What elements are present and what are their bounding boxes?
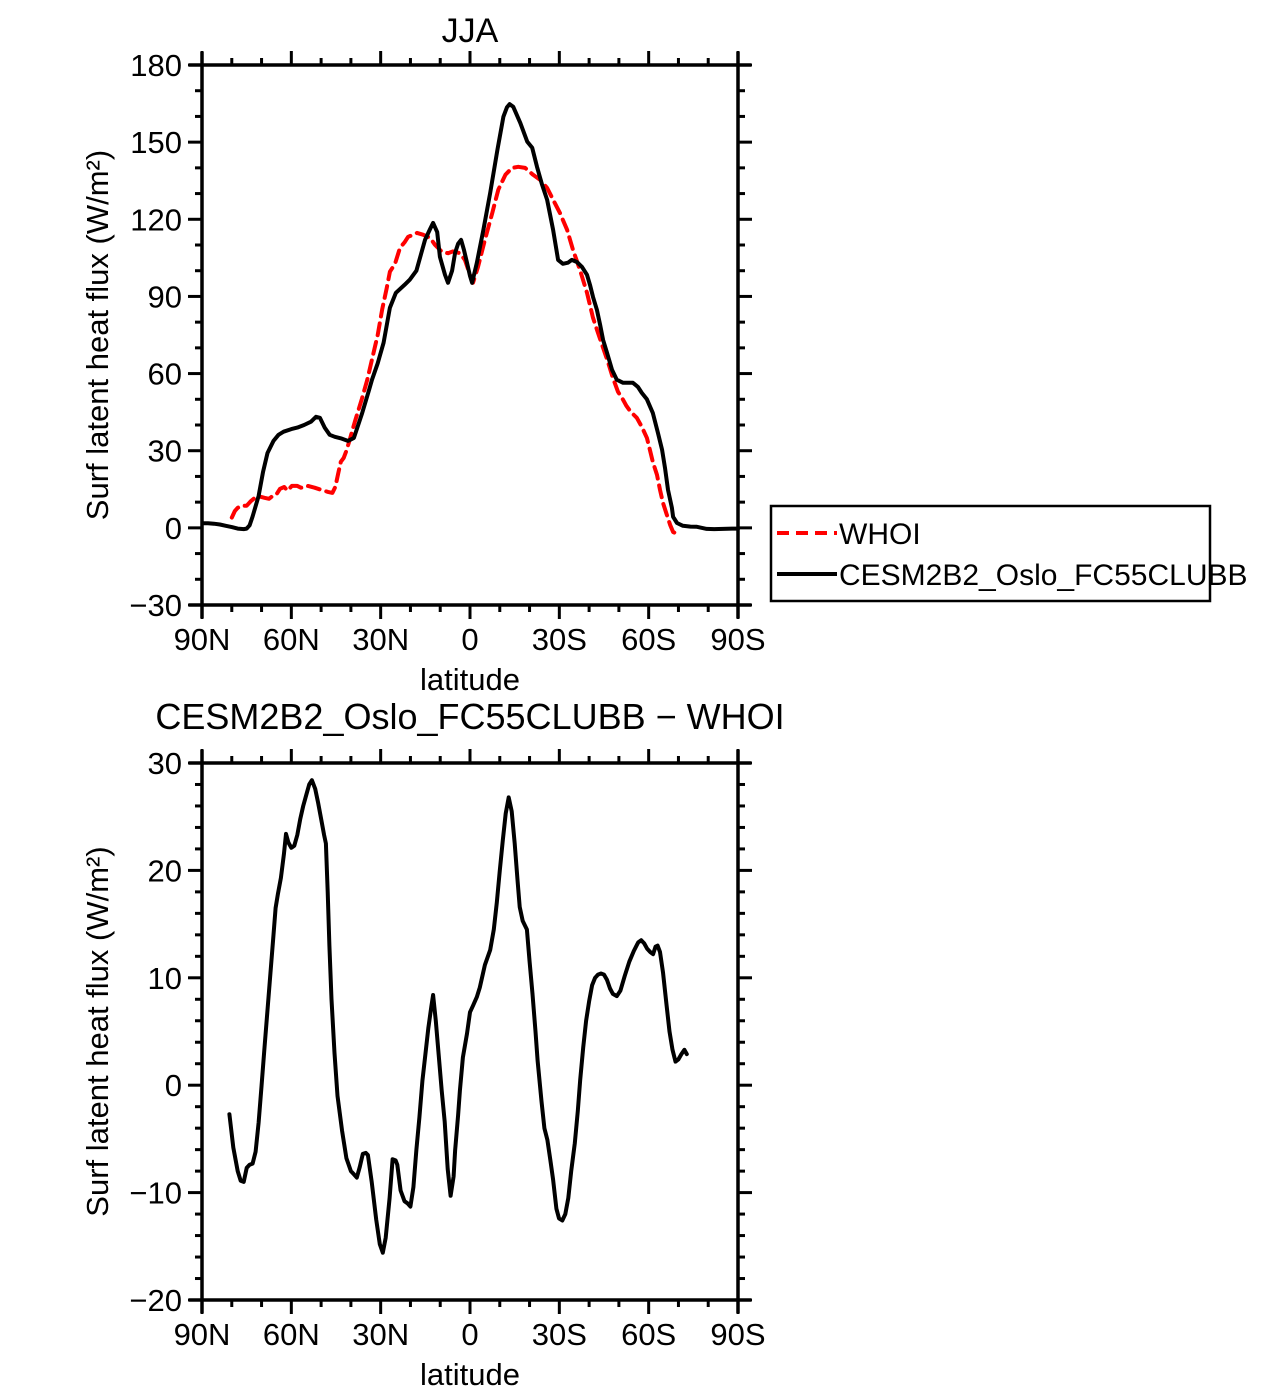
y-tick-label: 10 (148, 961, 182, 996)
y-tick-label: 0 (165, 1068, 182, 1103)
x-tick-label: 30S (532, 1317, 587, 1352)
y-tick-label: −30 (129, 588, 182, 623)
chart-title: CESM2B2_Oslo_FC55CLUBB − WHOI (155, 696, 784, 737)
y-axis-title: Surf latent heat flux (W/m²) (80, 846, 115, 1216)
x-axis-title: latitude (420, 662, 520, 697)
x-tick-label: 90N (174, 622, 231, 657)
chart-panel-1: 90N 60N 30N 0 30S 60S 90S −20 −10 0 10 20 30 CESM2B2_… (80, 696, 785, 1390)
y-tick-label: 60 (148, 357, 182, 392)
x-tick-label: 60S (621, 1317, 676, 1352)
y-tick-label: 30 (148, 746, 182, 781)
legend-label: CESM2B2_Oslo_FC55CLUBB (839, 559, 1248, 592)
chart-title: JJA (442, 12, 499, 50)
x-tick-label: 90N (174, 1317, 231, 1352)
y-tick-label: 30 (148, 434, 182, 469)
x-tick-label: 30N (352, 1317, 409, 1352)
legend: WHOI CESM2B2_Oslo_FC55CLUBB (769, 504, 1248, 603)
y-tick-label: 180 (130, 48, 182, 83)
x-tick-label: 60N (263, 622, 320, 657)
series-line-0 (229, 164, 682, 537)
series-line-1 (201, 102, 740, 532)
y-tick-label: 150 (130, 125, 182, 160)
x-tick-label: 60N (263, 1317, 320, 1352)
legend-box (769, 504, 1212, 603)
x-tick-label: 0 (461, 1317, 478, 1352)
x-tick-label: 60S (621, 622, 676, 657)
x-tick-label: 30N (352, 622, 409, 657)
x-tick-label: 90S (710, 1317, 765, 1352)
legend-label: WHOI (839, 518, 921, 551)
chart-panel-0: 90N 60N 30N 0 30S 60S 90S −30 0 30 60 90 120 150 180 JJ… (80, 12, 1248, 697)
x-axis-title: latitude (420, 1357, 520, 1390)
x-tick-label: 30S (532, 622, 587, 657)
y-tick-label: −10 (129, 1176, 182, 1211)
y-tick-label: 120 (130, 202, 182, 237)
series-line-0 (227, 778, 689, 1255)
y-tick-label: 90 (148, 279, 182, 314)
x-tick-label: 90S (710, 622, 765, 657)
y-axis-title: Surf latent heat flux (W/m²) (80, 150, 115, 520)
y-tick-label: 20 (148, 853, 182, 888)
x-tick-label: 0 (461, 622, 478, 657)
y-tick-label: −20 (129, 1283, 182, 1318)
y-tick-label: 0 (165, 511, 182, 546)
